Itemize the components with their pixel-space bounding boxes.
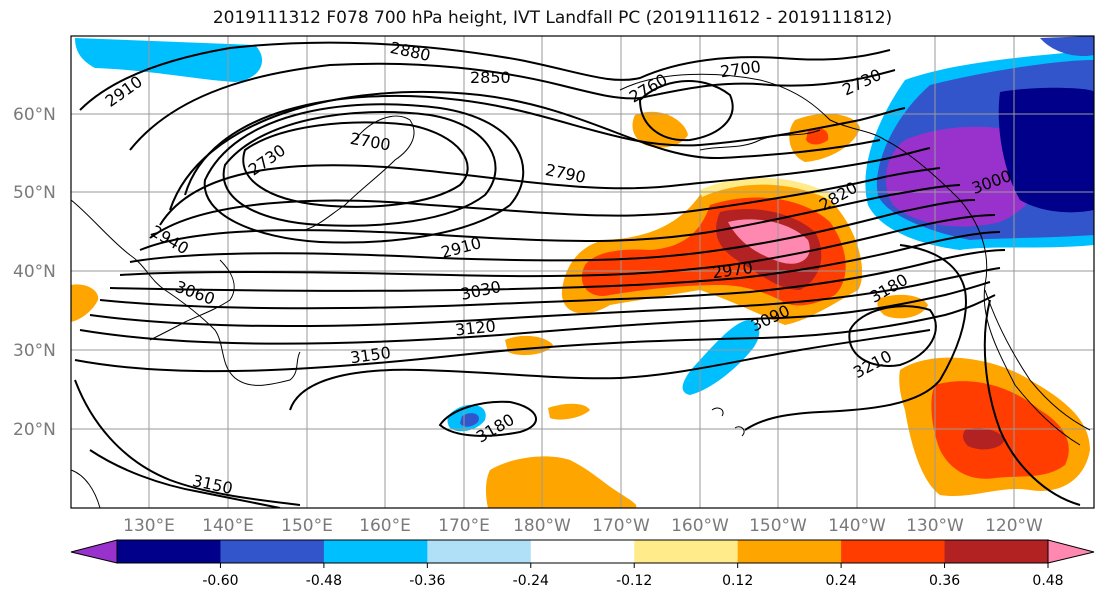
contour-line <box>744 244 967 431</box>
contour-line <box>203 103 525 244</box>
colorbar-tick-label: 0.36 <box>929 573 960 589</box>
colorbar-segment <box>427 540 532 563</box>
colorbar-extend-low <box>70 539 118 564</box>
contour-line <box>109 231 1001 292</box>
contour-line <box>129 62 896 151</box>
coastline-kamchatka <box>304 115 415 231</box>
colorbar-segment <box>841 540 946 563</box>
lon-label: 170°E <box>438 516 490 536</box>
colorbar-segment <box>117 540 221 563</box>
lon-label: 150°E <box>281 516 333 536</box>
lon-label: 140°W <box>828 516 886 536</box>
colorbar-frame <box>116 539 1049 564</box>
lon-label: 160°E <box>359 516 411 536</box>
contour-line <box>848 305 937 367</box>
colorbar-segment <box>323 540 428 563</box>
colorbar: -0.60 -0.48 -0.36 -0.24 -0.12 0.12 0.24 0.36 0.4… <box>70 539 1095 589</box>
ivt-region-negative <box>460 413 479 427</box>
lat-label: 60°N <box>13 105 56 125</box>
coastline-baja <box>984 289 1091 431</box>
colorbar-tick-label: -0.12 <box>616 573 652 589</box>
contour-line <box>79 281 991 345</box>
lat-label: 50°N <box>13 183 56 203</box>
contour-line <box>74 379 301 506</box>
coastline-asia <box>71 199 301 386</box>
coastline-na-west <box>884 139 1081 446</box>
lat-label: 30°N <box>13 341 56 361</box>
map-frame <box>70 35 1095 509</box>
coastline-alaska <box>619 73 886 141</box>
coastline-hawaii <box>711 407 745 437</box>
lon-label: 150°W <box>749 516 807 536</box>
contour-line <box>74 294 996 373</box>
contour-label: 2850 <box>470 68 511 87</box>
lon-label: 130°E <box>123 516 175 536</box>
map-title: 2019111312 F078 700 hPa height, IVT Land… <box>212 8 893 28</box>
contour-line <box>79 41 891 111</box>
ivt-region-positive <box>485 456 637 508</box>
colorbar-segment <box>944 540 1049 563</box>
ivt-region-positive <box>963 428 1005 450</box>
colorbar-segment <box>530 540 635 563</box>
contour-line <box>289 329 931 411</box>
contour-label: 3120 <box>454 316 496 339</box>
contour-line <box>159 147 931 226</box>
lon-label: 180°W <box>513 516 571 536</box>
contour-line <box>139 184 961 251</box>
contour-line <box>119 214 996 278</box>
colorbar-tick-label: 0.24 <box>826 573 857 589</box>
contour-line <box>638 80 734 142</box>
ivt-region-positive <box>71 284 99 322</box>
colorbar-extend-high <box>1047 539 1095 564</box>
ivt-region-negative <box>75 38 263 82</box>
coastline-philippines <box>71 469 101 508</box>
contour-line <box>149 167 941 239</box>
colorbar-tick-label: 0.48 <box>1032 573 1063 589</box>
lon-label: 130°W <box>906 516 964 536</box>
colorbar-tick-label: -0.60 <box>202 573 238 589</box>
coastlines <box>71 73 1091 508</box>
colorbar-tick-label: 0.12 <box>722 573 753 589</box>
lon-label: 120°W <box>985 516 1043 536</box>
contour-line <box>242 121 469 208</box>
ivt-region-positive <box>548 403 590 420</box>
colorbar-segment <box>220 540 325 563</box>
lon-label: 160°W <box>671 516 729 536</box>
lat-label: 40°N <box>13 262 56 282</box>
latitude-axis: 60°N 50°N 40°N 30°N 20°N <box>13 105 56 440</box>
contour-line <box>89 267 1001 328</box>
graticule <box>71 36 1094 508</box>
colorbar-tick-label: -0.24 <box>513 573 549 589</box>
longitude-axis: 130°E 140°E 150°E 160°E 170°E 180°W 170°… <box>123 516 1043 536</box>
coastline-aleutians <box>699 129 821 151</box>
ivt-region-negative <box>1040 36 1094 57</box>
contour-line <box>184 94 906 196</box>
ivt-region-negative <box>998 87 1094 213</box>
contour-line <box>983 299 1081 506</box>
ivt-region-positive <box>700 177 832 200</box>
ivt-shading <box>71 36 1094 508</box>
height-contours <box>74 41 1081 508</box>
contour-line <box>99 249 1006 310</box>
colorbar-tick-label: -0.36 <box>409 573 445 589</box>
contour-line <box>89 449 281 508</box>
colorbar-segment <box>634 540 739 563</box>
colorbar-tick-label: -0.48 <box>306 573 342 589</box>
lon-label: 170°W <box>592 516 650 536</box>
contour-line <box>222 111 497 227</box>
contour-line <box>438 400 537 437</box>
lat-label: 20°N <box>13 420 56 440</box>
coastline-japan <box>149 259 235 341</box>
contour-line <box>169 90 881 211</box>
lon-label: 140°E <box>202 516 254 536</box>
colorbar-segment <box>737 540 842 563</box>
contour-line <box>129 199 976 263</box>
